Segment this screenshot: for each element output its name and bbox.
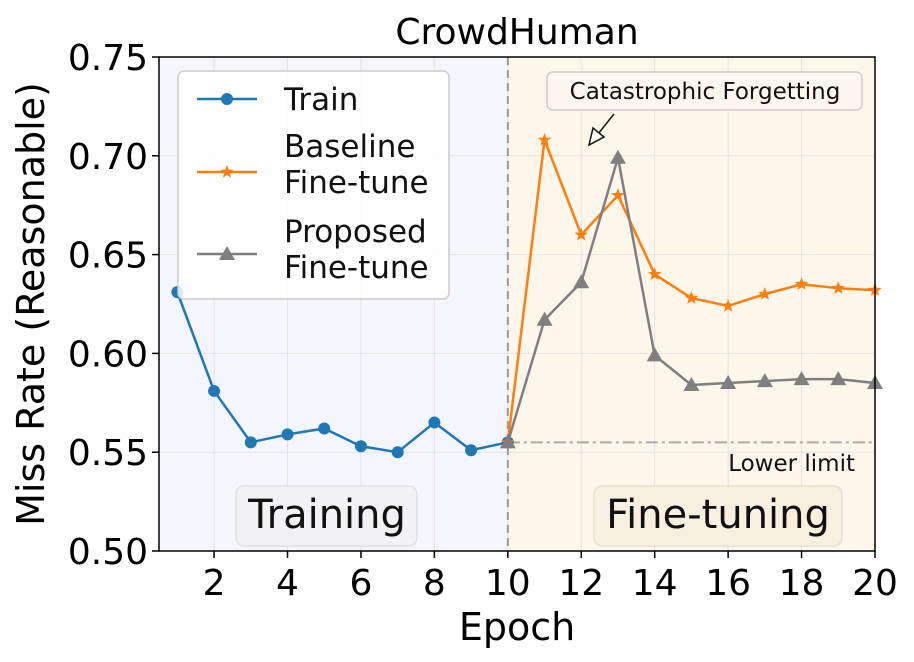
x-tick-label: 16 (705, 563, 751, 604)
legend-baseline-label-line2: Fine-tune (284, 165, 429, 201)
baseline-fine-tune-point (648, 267, 662, 280)
catastrophic-forgetting-annotation: Catastrophic Forgetting (546, 71, 863, 147)
baseline-fine-tune-point (721, 299, 735, 312)
chart-title: CrowdHuman (395, 12, 638, 53)
legend-train-marker (221, 93, 233, 105)
proposed-fine-tune-point (609, 149, 626, 164)
training-region-label: Training (235, 485, 418, 547)
baseline-fine-tune-point (831, 281, 845, 294)
legend-baseline-label-line1: Baseline (284, 129, 415, 165)
x-axis-ticks: 2 4 6 8 10 12 14 16 18 20 (203, 551, 898, 604)
proposed-fine-tune-point (573, 274, 590, 289)
baseline-fine-tune-point (684, 291, 699, 304)
train-point (428, 416, 441, 429)
x-tick-label: 4 (276, 563, 299, 604)
baseline-fine-tune-point (794, 277, 809, 290)
fine-tuning-region-background (507, 57, 875, 551)
fine-tuning-region-label: Fine-tuning (593, 485, 843, 547)
proposed-fine-tune-point (499, 434, 516, 449)
y-axis-ticks: 0.50 0.55 0.60 0.65 0.70 0.75 (68, 38, 159, 573)
proposed-fine-tune-point (646, 347, 663, 362)
train-point (281, 428, 294, 441)
legend-proposed-marker (219, 246, 235, 260)
lower-limit-label: Lower limit (728, 451, 855, 477)
y-tick-label: 0.55 (68, 433, 148, 474)
y-tick-label: 0.75 (68, 38, 148, 79)
train-point (208, 384, 221, 397)
baseline-fine-tune-point (758, 287, 772, 300)
x-tick-label: 18 (779, 563, 825, 604)
train-point (318, 422, 331, 435)
x-tick-label: 14 (632, 563, 678, 604)
legend-baseline-marker (220, 165, 234, 178)
baseline-fine-tune-point (537, 133, 552, 146)
train-point (244, 436, 257, 449)
proposed-fine-tune-point (720, 375, 737, 390)
train-line (176, 291, 509, 454)
y-axis-label: Miss Rate (Reasonable) (9, 82, 53, 526)
annotation-text: Catastrophic Forgetting (570, 79, 841, 105)
training-label-text: Training (247, 492, 406, 538)
x-tick-label: 6 (349, 563, 372, 604)
plot-frame (158, 56, 876, 552)
proposed-fine-tune-point (830, 371, 847, 386)
fine-tuning-label-text: Fine-tuning (606, 492, 830, 538)
y-tick-label: 0.65 (68, 236, 148, 277)
proposed-fine-tune-point (756, 373, 773, 388)
x-tick-label: 2 (203, 563, 226, 604)
proposed-fine-tune-point (536, 311, 553, 326)
annotation-arrow-head (587, 126, 606, 147)
legend-box (177, 70, 450, 300)
train-point (354, 440, 367, 453)
series-layer (171, 133, 883, 459)
legend-train-label: Train (283, 82, 358, 118)
baseline-fine-tune-point (611, 188, 625, 201)
legend-proposed-label-line2: Fine-tune (284, 250, 429, 286)
proposed-fine-tune-point (683, 377, 700, 392)
x-tick-label: 10 (485, 563, 531, 604)
x-tick-label: 12 (558, 563, 604, 604)
x-tick-label: 8 (423, 563, 446, 604)
train-point (391, 446, 404, 459)
proposed-fine-tune-point (793, 371, 810, 386)
y-tick-label: 0.50 (68, 532, 148, 573)
annotation-arrow-shaft (597, 113, 615, 135)
y-tick-label: 0.60 (68, 334, 148, 375)
x-tick-label: 20 (852, 563, 898, 604)
x-axis-label: Epoch (459, 605, 575, 649)
baseline-fine-tune-point (574, 227, 588, 241)
legend-proposed-label-line1: Proposed (284, 214, 427, 250)
train-point (465, 444, 478, 457)
y-tick-label: 0.70 (68, 137, 148, 178)
legend: Train Baseline Fine-tune Proposed Fine-t… (177, 70, 450, 300)
